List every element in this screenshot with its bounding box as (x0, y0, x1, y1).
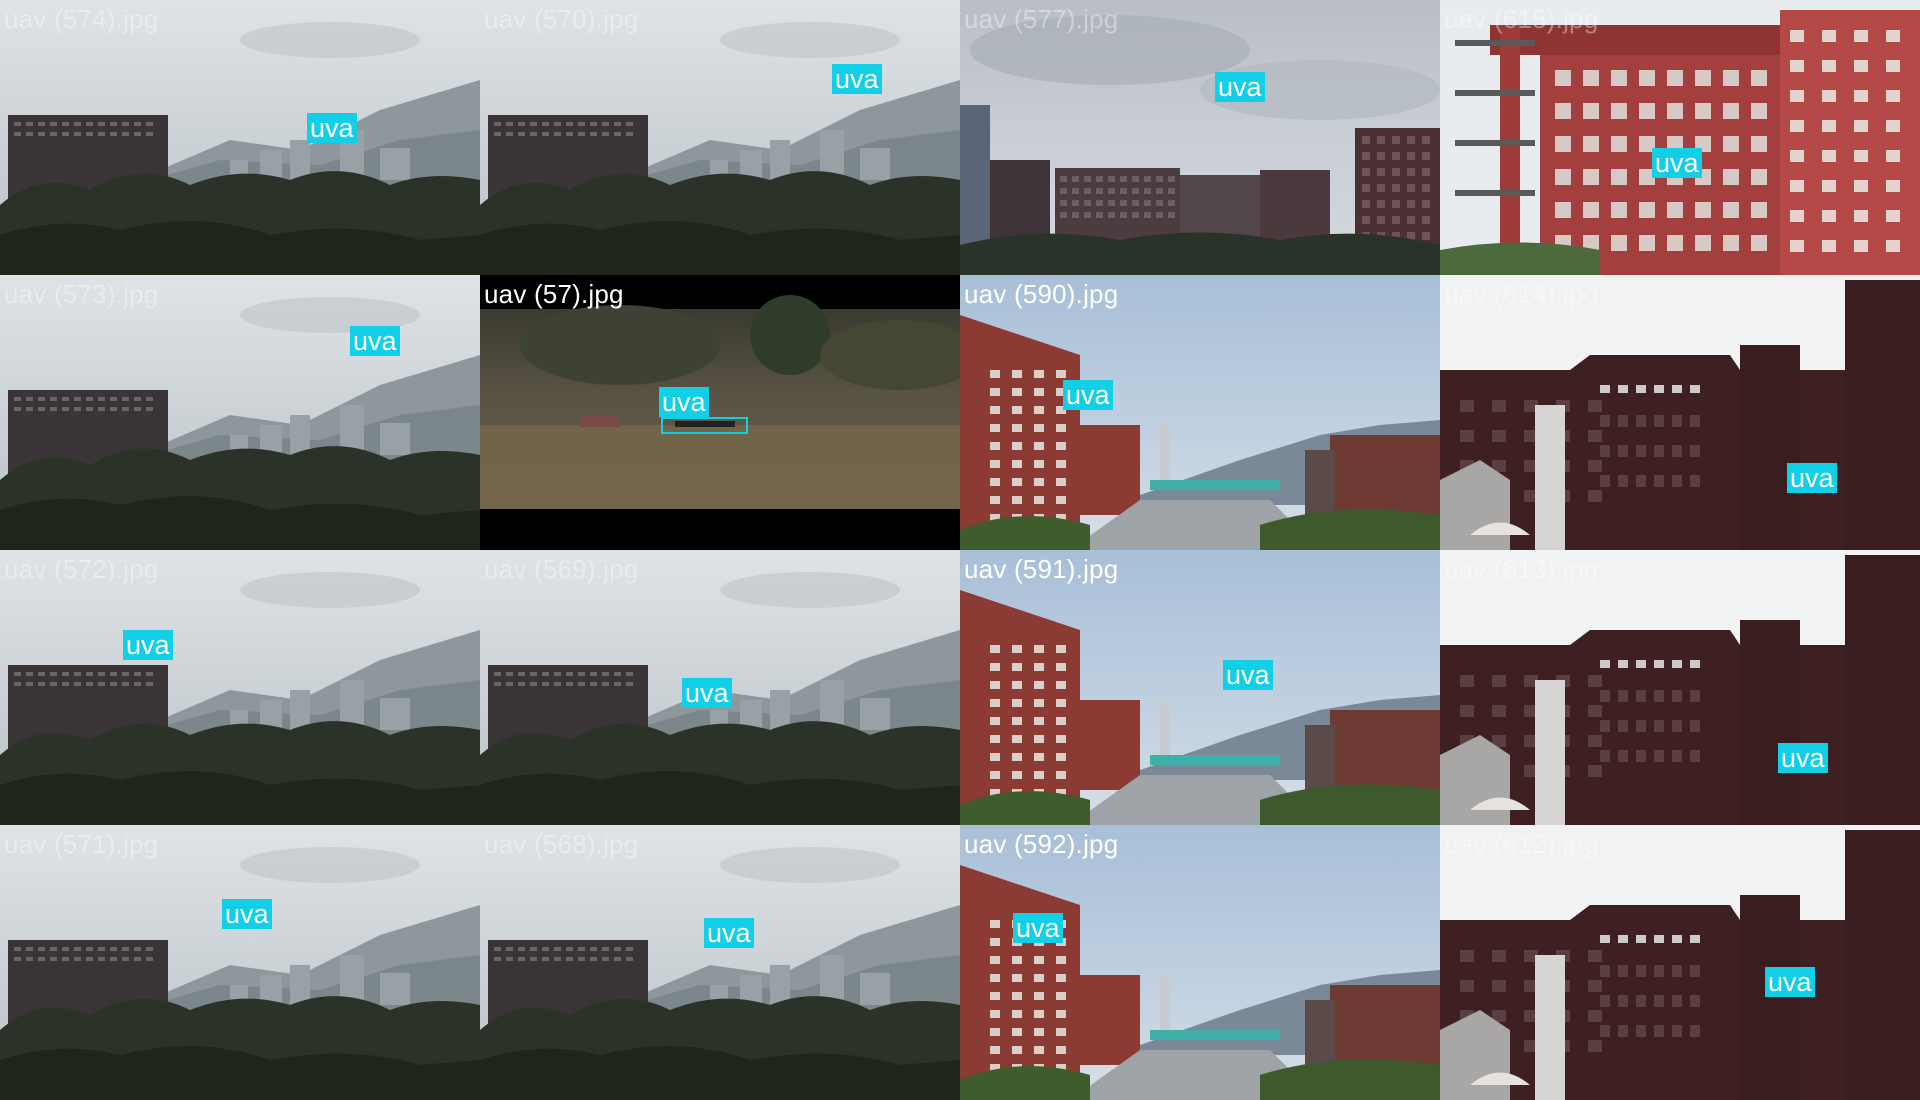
image-tile[interactable]: uav (571).jpg uva (0, 825, 480, 1100)
detection-label: uva (1787, 463, 1837, 493)
detection-label: uva (123, 630, 173, 660)
scene-image (1440, 825, 1920, 1100)
image-tile[interactable]: uav (568).jpg uva (480, 825, 960, 1100)
detection-label: uva (1215, 72, 1265, 102)
image-tile[interactable]: uav (569).jpg uva (480, 550, 960, 825)
image-tile[interactable]: uav (573).jpg uva (0, 275, 480, 550)
detection-label: uva (1652, 148, 1702, 178)
scene-image (1440, 550, 1920, 825)
detection-label: uva (682, 678, 732, 708)
scene-image (1440, 0, 1920, 275)
detection-label: uva (307, 113, 357, 143)
scene-image (960, 0, 1440, 275)
scene-image (480, 825, 960, 1100)
scene-image (960, 275, 1440, 550)
scene-image (0, 825, 480, 1100)
scene-image (1440, 275, 1920, 550)
image-tile[interactable]: uav (612).jpg uva (1440, 825, 1920, 1100)
scene-image (960, 550, 1440, 825)
image-tile[interactable]: uav (613).jpg uva (1440, 550, 1920, 825)
scene-image (480, 0, 960, 275)
detection-label: uva (1765, 967, 1815, 997)
image-tile[interactable]: uav (570).jpg uva (480, 0, 960, 275)
detection-label: uva (659, 387, 709, 417)
image-tile[interactable]: uav (572).jpg uva (0, 550, 480, 825)
detection-label: uva (1013, 913, 1063, 943)
detection-label: uva (222, 899, 272, 929)
image-tile[interactable]: uav (577).jpg uva (960, 0, 1440, 275)
detection-label: uva (704, 918, 754, 948)
image-tile[interactable]: uav (614).jpg uva (1440, 275, 1920, 550)
image-tile[interactable]: uav (574).jpg uva (0, 0, 480, 275)
image-tile[interactable]: uav (57).jpg uva (480, 275, 960, 550)
detection-label: uva (350, 326, 400, 356)
detection-label: uva (1223, 660, 1273, 690)
scene-image (0, 550, 480, 825)
scene-image (0, 0, 480, 275)
detection-label: uva (832, 64, 882, 94)
detection-label: uva (1063, 380, 1113, 410)
scene-image (480, 275, 960, 550)
image-tile[interactable]: uav (590).jpg uva (960, 275, 1440, 550)
detection-label: uva (1778, 743, 1828, 773)
image-tile[interactable]: uav (592).jpg uva (960, 825, 1440, 1100)
scene-image (960, 825, 1440, 1100)
detection-box (661, 417, 748, 434)
image-tile[interactable]: uav (615).jpg uva (1440, 0, 1920, 275)
image-tile[interactable]: uav (591).jpg uva (960, 550, 1440, 825)
scene-image (0, 275, 480, 550)
